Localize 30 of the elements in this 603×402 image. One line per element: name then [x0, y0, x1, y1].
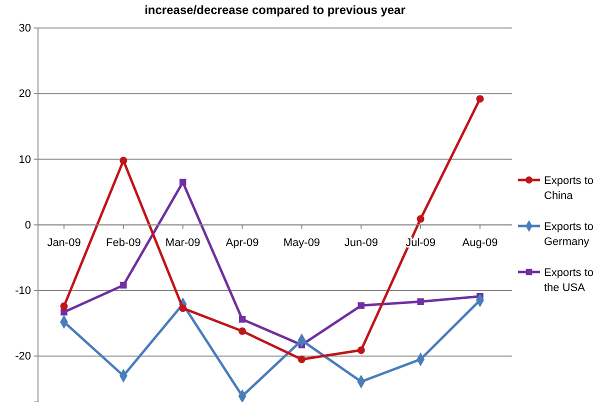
- y-tick-label: 10: [18, 154, 31, 166]
- x-tick-label: Feb-09: [106, 237, 141, 250]
- x-tick-label: May-09: [283, 237, 320, 250]
- point: [238, 327, 246, 335]
- point: [417, 298, 424, 305]
- x-tick-label: Mar-09: [165, 237, 200, 250]
- point: [416, 215, 424, 223]
- y-tick-label: -20: [15, 350, 31, 363]
- y-tick-label: -10: [15, 284, 31, 297]
- point: [357, 346, 365, 354]
- legend-label: Exports to China: [544, 175, 594, 202]
- legend-label: Exports to the USA: [544, 267, 594, 294]
- x-tick-label: Aug-09: [462, 237, 498, 250]
- point: [60, 302, 68, 310]
- point: [476, 95, 484, 103]
- y-tick-label: 30: [18, 22, 31, 35]
- point: [120, 282, 127, 289]
- point: [238, 316, 246, 323]
- point: [298, 356, 306, 364]
- y-tick-label: 0: [24, 219, 31, 232]
- point: [180, 178, 186, 186]
- point: [358, 302, 364, 309]
- x-tick-label: Jun-09: [344, 237, 378, 250]
- point: [179, 304, 187, 312]
- x-tick-label: Jan-09: [47, 237, 81, 250]
- chart-title: increase/decrease compared to previous year: [144, 3, 406, 17]
- y-tick-label: 20: [18, 88, 31, 100]
- point: [120, 156, 128, 164]
- x-tick-label: Apr-09: [226, 237, 259, 250]
- legend-label: Exports to Germany: [544, 221, 594, 248]
